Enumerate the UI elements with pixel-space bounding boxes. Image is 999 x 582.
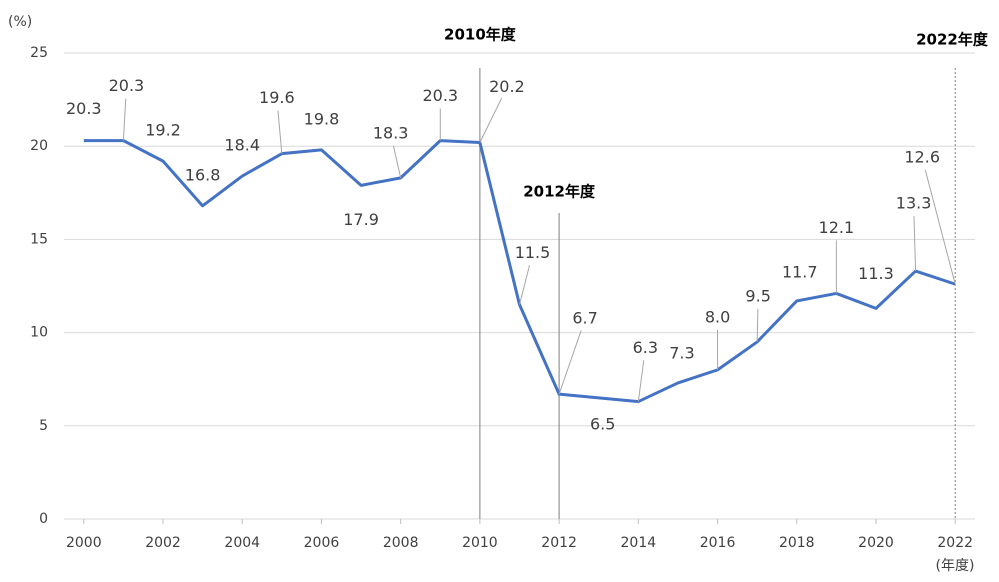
annotation-label: 2022年度 [916,31,989,49]
data-label: 17.9 [343,210,379,229]
data-label: 19.2 [145,121,181,140]
data-label: 18.3 [373,123,409,142]
data-label: 18.4 [224,136,260,155]
data-label: 16.8 [185,165,221,184]
x-unit-label: (年度) [936,558,975,574]
annotation-label: 2010年度 [444,26,517,44]
leader-line [277,110,283,154]
y-tick-label: 0 [39,511,48,527]
leader-line [479,98,503,143]
leader-line [392,145,402,178]
data-label: 8.0 [705,307,730,326]
data-label: 6.3 [633,338,658,357]
data-label: 12.1 [819,218,855,237]
leader-line [558,330,582,395]
data-label: 20.3 [66,99,102,118]
leader-line [122,98,127,141]
data-label: 20.2 [489,77,525,96]
x-tick-label: 2014 [621,535,657,551]
y-tick-label: 15 [30,231,48,247]
data-label: 19.8 [304,109,340,128]
data-label: 11.7 [782,262,818,281]
y-tick-label: 20 [30,138,48,154]
y-tick-label: 5 [39,418,48,434]
x-tick-label: 2020 [858,535,894,551]
data-label: 6.5 [590,414,615,433]
leader-line [913,216,917,272]
data-label: 7.3 [669,343,694,362]
data-label: 20.3 [422,86,458,105]
data-label: 11.3 [858,264,894,283]
x-tick-label: 2002 [145,535,181,551]
y-unit-label: (%) [8,14,32,30]
annotation-label: 2012年度 [523,183,596,201]
x-tick-label: 2016 [700,535,736,551]
leader-line [756,308,759,342]
data-label: 20.3 [109,76,145,95]
x-tick-label: 2008 [383,535,419,551]
data-label: 9.5 [745,286,770,305]
leader-line [519,265,531,305]
x-tick-label: 2012 [541,535,577,551]
x-tick-label: 2022 [937,535,973,551]
data-label: 13.3 [896,194,932,213]
data-label: 12.6 [904,148,940,167]
data-label: 11.5 [515,243,551,262]
x-tick-label: 2010 [462,535,498,551]
data-label: 19.6 [259,88,295,107]
leader-line [924,169,956,285]
x-tick-label: 2004 [224,535,260,551]
leader-line [637,360,645,402]
y-tick-label: 10 [30,325,48,341]
y-tick-label: 25 [30,45,48,61]
x-tick-label: 2000 [66,535,102,551]
x-tick-label: 2018 [779,535,815,551]
data-label: 6.7 [572,309,597,328]
x-tick-label: 2006 [304,535,340,551]
